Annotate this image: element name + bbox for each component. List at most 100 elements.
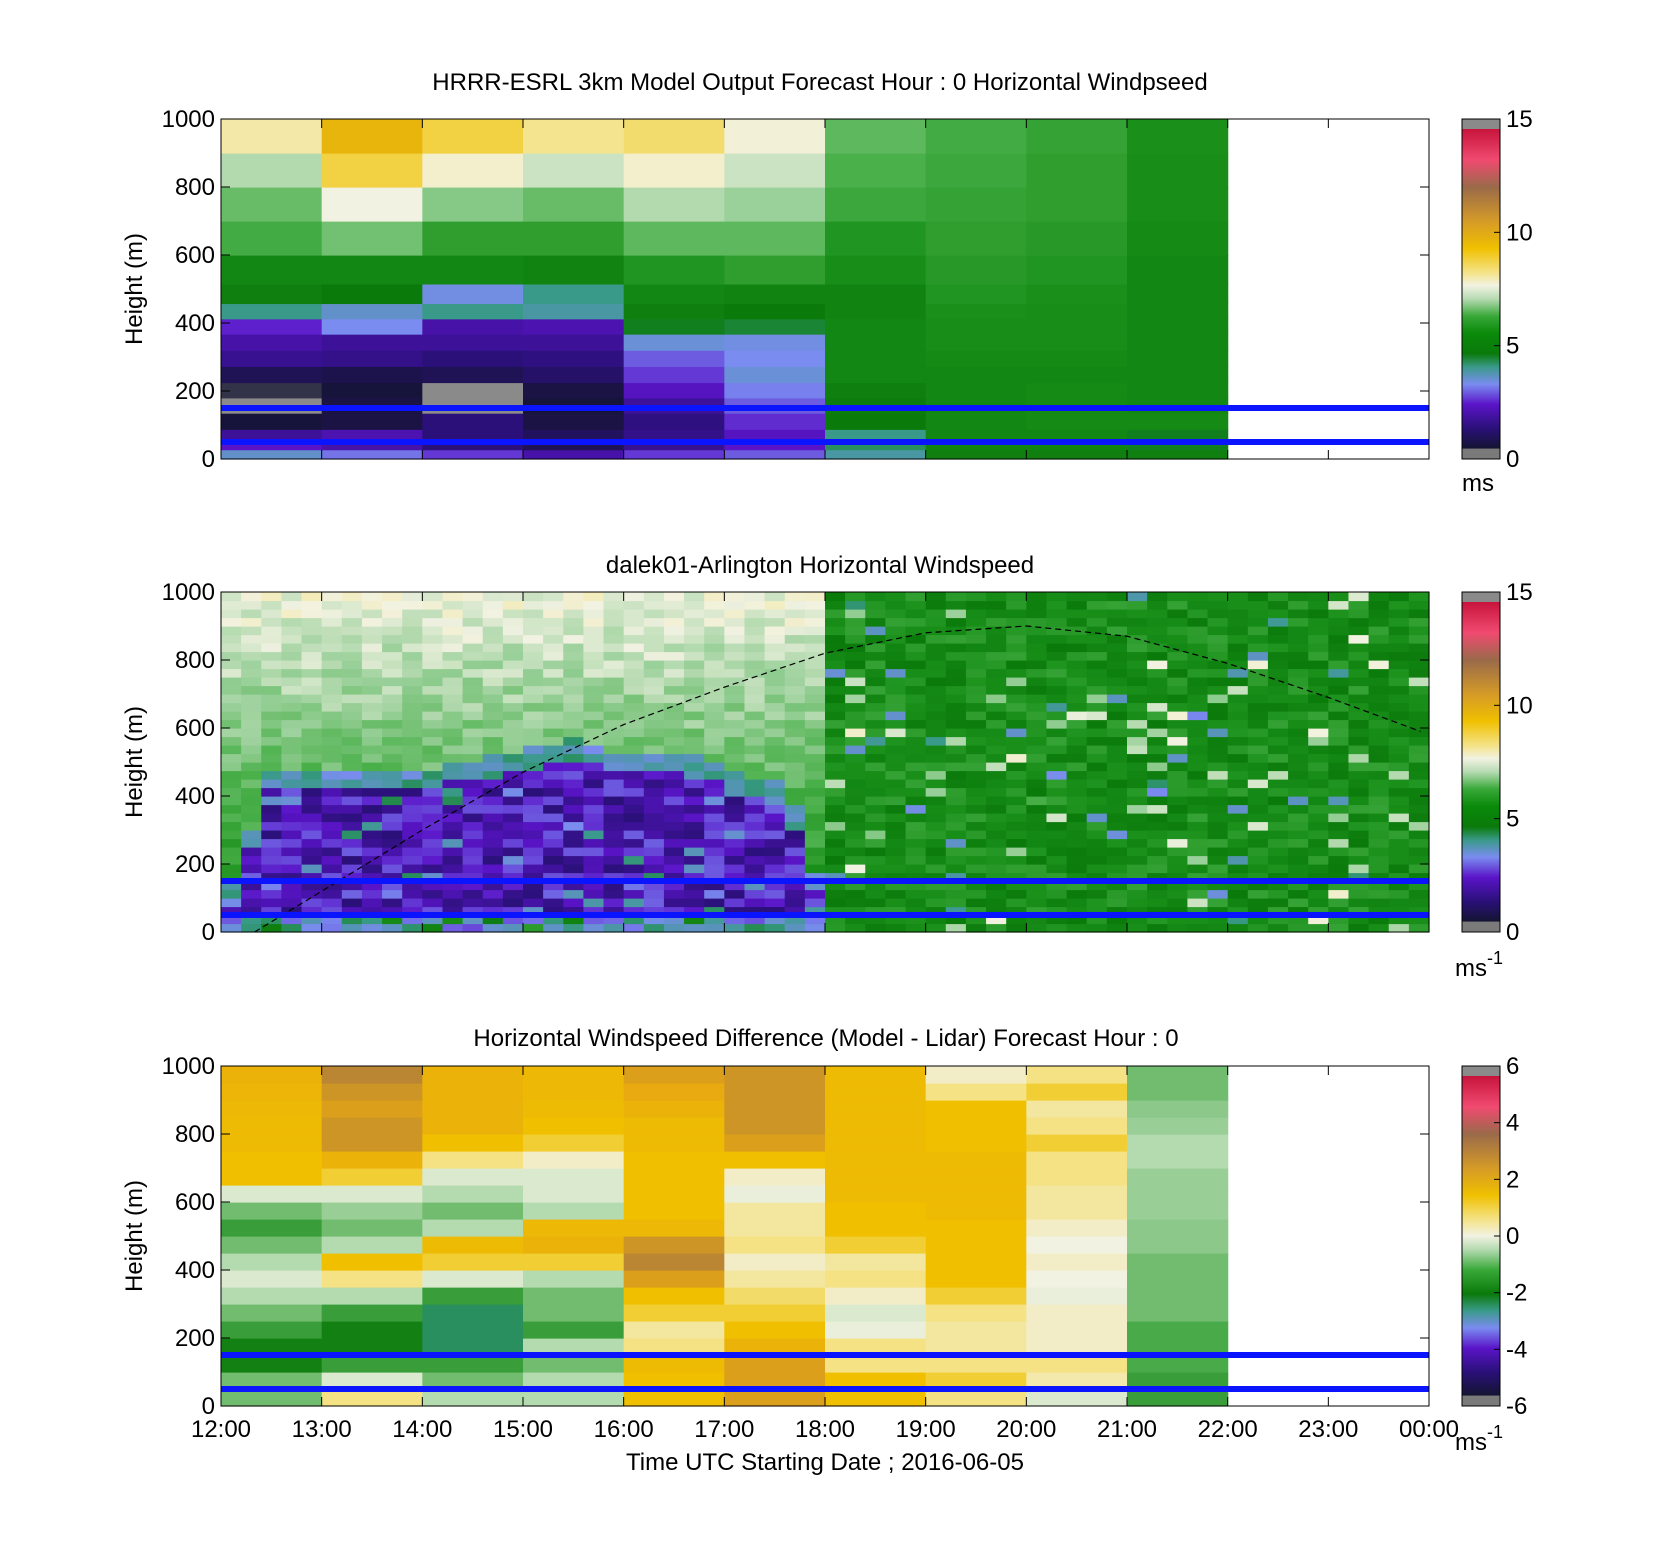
- heatmap-cell: [563, 779, 584, 789]
- heatmap-cell: [1046, 855, 1068, 865]
- heatmap-cell: [1308, 685, 1329, 695]
- heatmap-cell: [865, 821, 886, 831]
- heatmap-cell: [1006, 702, 1027, 712]
- heatmap-cell: [221, 872, 242, 882]
- heatmap-cell: [1187, 787, 1209, 797]
- heatmap-cell: [281, 906, 303, 916]
- heatmap-cell: [623, 600, 645, 610]
- heatmap-cell: [945, 779, 967, 789]
- heatmap-cell: [663, 872, 685, 882]
- heatmap-cell: [603, 779, 625, 789]
- colorbar-gradient: [1461, 1065, 1501, 1407]
- heatmap-cell: [502, 872, 524, 882]
- heatmap-cell: [1328, 651, 1350, 661]
- heatmap-cell: [382, 651, 403, 661]
- heatmap-cell: [623, 1066, 725, 1084]
- heatmap-cell: [241, 847, 262, 857]
- heatmap-cell: [663, 915, 685, 925]
- heatmap-cell: [603, 660, 625, 670]
- heatmap-cell: [1106, 762, 1128, 772]
- heatmap-cell: [1066, 770, 1088, 780]
- heatmap-cell: [623, 255, 725, 285]
- heatmap-cell: [724, 753, 746, 763]
- heatmap-cell: [724, 1287, 826, 1305]
- heatmap-cell: [1388, 668, 1410, 678]
- heatmap-cell: [261, 728, 282, 738]
- heatmap-cell: [925, 728, 947, 738]
- heatmap-cell: [1086, 719, 1108, 729]
- heatmap-cell: [1408, 719, 1430, 729]
- heatmap-cell: [1127, 651, 1148, 661]
- heatmap-cell: [925, 668, 947, 678]
- heatmap-cell: [804, 796, 826, 806]
- heatmap-cell: [583, 711, 605, 721]
- heatmap-cell: [1288, 609, 1309, 619]
- heatmap-cell: [402, 600, 423, 610]
- heatmap-cell: [784, 600, 806, 610]
- heatmap-cell: [684, 600, 705, 610]
- heatmap-cell: [543, 617, 564, 627]
- heatmap-cell: [603, 847, 625, 857]
- heatmap-cell: [523, 1083, 625, 1101]
- heatmap-cell: [281, 838, 303, 848]
- heatmap-cell: [986, 898, 1007, 908]
- heatmap-cell: [865, 779, 886, 789]
- heatmap-cell: [825, 915, 846, 925]
- heatmap-cell: [261, 634, 282, 644]
- heatmap-cell: [1247, 643, 1269, 653]
- heatmap-cell: [523, 847, 544, 857]
- heatmap-cell: [623, 668, 645, 678]
- heatmap-cell: [845, 898, 866, 908]
- heatmap-cell: [704, 702, 725, 712]
- heatmap-cell: [603, 915, 625, 925]
- heatmap-cell: [261, 702, 282, 712]
- heatmap-cell: [1207, 813, 1229, 823]
- heatmap-cell: [603, 813, 625, 823]
- heatmap-cell: [1368, 796, 1390, 806]
- heatmap-cell: [986, 668, 1007, 678]
- heatmap-cell: [965, 745, 987, 755]
- heatmap-cell: [1388, 694, 1410, 704]
- heatmap-cell: [523, 429, 625, 442]
- heatmap-cell: [341, 821, 363, 831]
- heatmap-cell: [1328, 847, 1350, 857]
- heatmap-cell: [945, 677, 967, 687]
- heatmap-cell: [1368, 617, 1390, 627]
- heatmap-cell: [442, 847, 464, 857]
- heatmap-cell: [1187, 600, 1209, 610]
- heatmap-cell: [563, 796, 584, 806]
- heatmap-cell: [1207, 711, 1229, 721]
- heatmap-cell: [643, 643, 665, 653]
- heatmap-cell: [382, 762, 403, 772]
- heatmap-cell: [603, 804, 625, 814]
- heatmap-cell: [684, 685, 705, 695]
- heatmap-cell: [1046, 838, 1068, 848]
- heatmap-cell: [1207, 694, 1229, 704]
- heatmap-cell: [865, 830, 886, 840]
- heatmap-cell: [361, 770, 383, 780]
- heatmap-cell: [1026, 318, 1128, 335]
- heatmap-cell: [986, 889, 1007, 899]
- heatmap-cell: [221, 847, 242, 857]
- heatmap-cell: [382, 787, 403, 797]
- heatmap-cell: [1328, 660, 1350, 670]
- heatmap-cell: [1227, 872, 1249, 882]
- heatmap-cell: [583, 668, 605, 678]
- heatmap-cell: [1267, 702, 1289, 712]
- heatmap-cell: [1227, 855, 1249, 865]
- heatmap-cell: [241, 864, 262, 874]
- heatmap-cell: [1106, 651, 1128, 661]
- heatmap-cell: [724, 609, 746, 619]
- heatmap-cell: [281, 898, 303, 908]
- heatmap-cell: [885, 855, 907, 865]
- heatmap-cell: [462, 736, 484, 746]
- heatmap-cell: [341, 617, 363, 627]
- heatmap-cell: [1227, 813, 1249, 823]
- x-tick-label: 16:00: [594, 1416, 654, 1443]
- heatmap-cell: [1288, 804, 1309, 814]
- heatmap-cell: [643, 728, 665, 738]
- heatmap-cell: [804, 719, 826, 729]
- heatmap-cell: [1167, 609, 1188, 619]
- colorbar-tick-label: 0: [1506, 1223, 1519, 1250]
- heatmap-cell: [925, 923, 947, 933]
